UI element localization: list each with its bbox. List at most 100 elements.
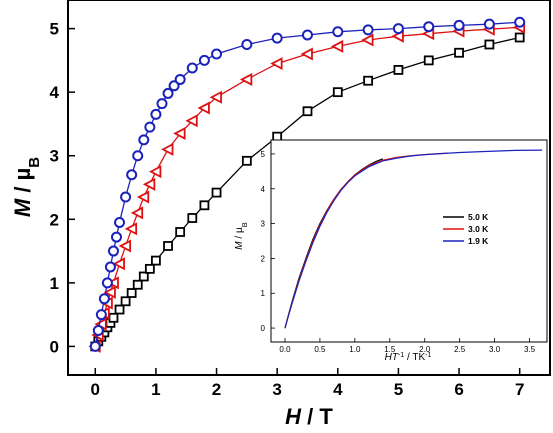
triangle-point — [106, 276, 119, 290]
circle-point — [211, 48, 223, 60]
inset-x-axis-label-unit: / TK — [404, 352, 425, 363]
circle-point — [138, 134, 150, 146]
square-point — [363, 75, 374, 86]
triangle-point — [209, 90, 222, 104]
main-x-axis-label-symbol: H — [285, 404, 302, 429]
triangle-point — [142, 177, 156, 191]
circle-point — [483, 18, 495, 30]
circle-point — [132, 150, 144, 162]
square-point — [241, 155, 252, 166]
circle-point — [114, 216, 126, 228]
square-point — [187, 213, 198, 223]
triangle-point — [270, 57, 283, 71]
triangle-point — [185, 114, 198, 128]
circle-point — [98, 293, 110, 305]
square-point — [151, 255, 161, 266]
inset-y-tick-label: 5 — [261, 150, 266, 159]
circle-point — [92, 325, 104, 337]
main-x-tick-label: 1 — [151, 380, 160, 399]
main-y-axis-label: M / µB — [10, 157, 43, 217]
circle-point — [126, 169, 138, 181]
circle-point — [362, 24, 374, 36]
circle-point — [107, 245, 119, 257]
inset-x-tick-label: 3.5 — [524, 345, 536, 354]
triangle-point — [300, 47, 313, 61]
triangle-point — [239, 72, 253, 86]
triangle-point — [103, 285, 116, 299]
inset-background — [271, 140, 547, 342]
inset-y-tick-label: 0 — [261, 324, 266, 333]
inset-x-tick-label: 3.0 — [489, 345, 501, 354]
square-point — [211, 187, 222, 198]
square-point — [199, 200, 210, 211]
circle-point — [101, 277, 113, 289]
inset-axis-ticks: 0.0 0.5 1.0 1.5 2.0 2.5 3.0 3.5 0 1 2 3 4 5 — [261, 150, 536, 354]
triangle-point — [197, 101, 210, 115]
inset-x-axis-label-exponent: -1 — [398, 352, 404, 359]
circle-point — [423, 21, 435, 33]
inset-y-tick-label: 2 — [261, 254, 266, 263]
square-point — [175, 227, 186, 237]
triangle-point — [361, 33, 374, 47]
circle-point — [332, 26, 344, 38]
inset-x-tick-label: 0.0 — [279, 345, 291, 354]
square-point — [393, 65, 404, 75]
inset-data-lines — [284, 149, 543, 329]
main-y-axis-label-unit: / µ — [10, 168, 35, 199]
inset-legend: 5.0 K 3.0 K 1.9 K — [443, 212, 489, 246]
main-axis-ticks: 0 1 2 3 4 5 6 7 0 1 2 3 4 5 — [50, 20, 525, 399]
main-x-tick-label: 4 — [333, 380, 343, 399]
inset-x-tick-label: 1.5 — [384, 345, 396, 354]
triangle-point — [330, 39, 344, 53]
circle-point — [174, 73, 186, 85]
inset-x-tick-label: 1.0 — [349, 345, 361, 354]
circle-point — [120, 191, 132, 203]
triangle-point — [148, 165, 162, 179]
square-point — [302, 106, 313, 117]
square-point — [132, 279, 143, 290]
inset-y-tick-label: 4 — [261, 185, 266, 194]
inset-y-axis-label: M / µB — [234, 222, 249, 249]
circle-point — [156, 98, 168, 110]
square-point — [423, 55, 434, 66]
main-y-tick-label: 4 — [50, 83, 60, 102]
inset-y-axis-label-unit: / µ — [234, 227, 245, 241]
main-x-tick-label: 0 — [91, 380, 100, 399]
square-point — [484, 39, 495, 50]
square-point — [144, 263, 155, 274]
main-x-axis-label-unit: / T — [301, 404, 333, 429]
circle-point — [198, 54, 210, 66]
inset-series-2-line — [284, 149, 543, 329]
inset-plot-frame — [270, 139, 548, 343]
main-x-tick-label: 6 — [454, 380, 463, 399]
legend-label: 3.0 K — [468, 224, 489, 234]
circle-point — [514, 16, 526, 28]
triangle-point — [112, 257, 125, 271]
circle-point — [150, 108, 162, 120]
inset-y-axis-label-subscript: B — [240, 222, 249, 227]
circle-point — [186, 62, 198, 74]
triangle-point — [136, 190, 150, 204]
circle-point — [271, 32, 283, 44]
square-point — [454, 47, 464, 58]
inset-x-tick-label: 2.5 — [454, 345, 466, 354]
main-y-tick-label: 5 — [50, 20, 59, 39]
legend-label: 1.9 K — [468, 236, 489, 246]
circle-point — [95, 309, 107, 321]
main-y-tick-label: 3 — [50, 147, 59, 166]
inset-x-axis-label: HT-1 / TK-1 — [385, 352, 432, 364]
circle-point — [89, 340, 101, 352]
main-x-tick-label: 5 — [394, 380, 403, 399]
main-x-tick-label: 7 — [515, 380, 524, 399]
inset-y-tick-label: 3 — [261, 220, 266, 229]
triangle-point — [161, 142, 174, 156]
main-plot-frame — [67, 0, 551, 376]
circle-point — [301, 29, 313, 41]
inset-y-tick-label: 1 — [261, 289, 266, 298]
circle-point — [162, 87, 174, 99]
circle-point — [168, 80, 180, 92]
triangle-point — [124, 222, 138, 236]
inset-y-axis-label-symbol: M — [234, 241, 245, 250]
inset-x-tick-label: 2.0 — [419, 345, 431, 354]
